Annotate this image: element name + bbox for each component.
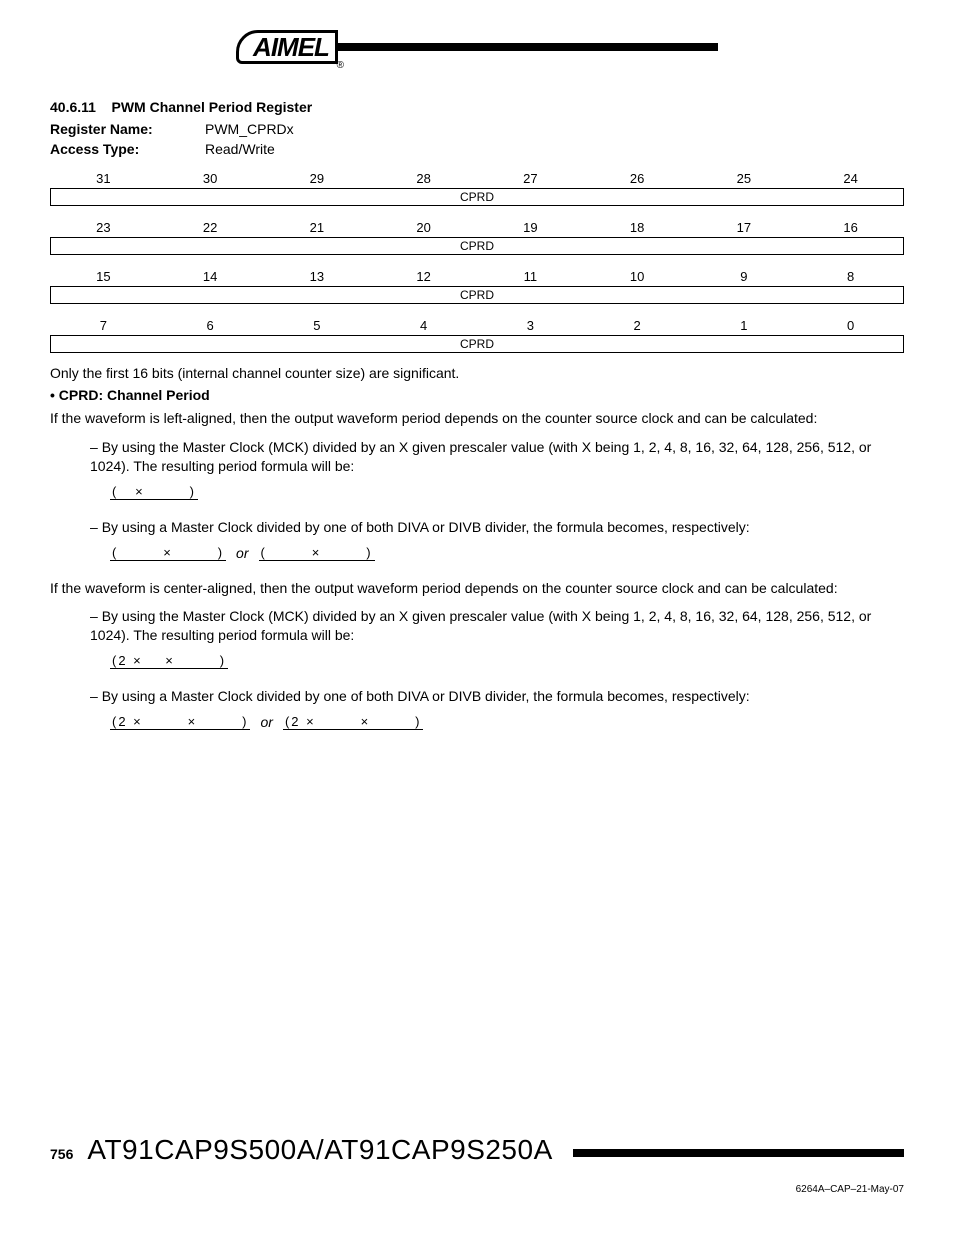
dash-item-1: By using the Master Clock (MCK) divided … xyxy=(90,438,904,476)
bit-number: 27 xyxy=(477,171,584,186)
bit-number: 29 xyxy=(264,171,371,186)
bit-number: 25 xyxy=(691,171,798,186)
formula-3-frac: (2 × × ) xyxy=(110,653,228,669)
bit-field-label: CPRD xyxy=(50,286,904,304)
bit-row: 2322212019181716 CPRD xyxy=(50,220,904,255)
bit-number: 30 xyxy=(157,171,264,186)
bit-row: 15141312111098 CPRD xyxy=(50,269,904,304)
document-id: 6264A–CAP–21-May-07 xyxy=(50,1184,904,1195)
formula-4a-frac: (2 × × ) xyxy=(110,714,250,730)
bit-number: 1 xyxy=(691,318,798,333)
bit-number: 16 xyxy=(797,220,904,235)
bit-numbers: 3130292827262524 xyxy=(50,171,904,186)
page-number: 756 xyxy=(50,1146,73,1162)
bit-number: 19 xyxy=(477,220,584,235)
field-heading: CPRD: Channel Period xyxy=(50,387,904,403)
field-title: Channel Period xyxy=(107,387,210,403)
bit-number: 20 xyxy=(370,220,477,235)
bit-number: 6 xyxy=(157,318,264,333)
bit-number: 31 xyxy=(50,171,157,186)
document-title: AT91CAP9S500A/AT91CAP9S250A xyxy=(87,1134,552,1166)
page-footer: 756 AT91CAP9S500A/AT91CAP9S250A 6264A–CA… xyxy=(50,1134,904,1195)
section-title: PWM Channel Period Register xyxy=(112,99,313,115)
atmel-logo: AIMEL ® xyxy=(236,30,338,64)
dash-item-4: By using a Master Clock divided by one o… xyxy=(90,687,904,706)
bit-number: 23 xyxy=(50,220,157,235)
bit-number: 18 xyxy=(584,220,691,235)
bit-number: 12 xyxy=(370,269,477,284)
section-number: 40.6.11 xyxy=(50,99,96,115)
formula-1-frac: ( × ) xyxy=(110,484,198,500)
bitfield-table: 3130292827262524CPRD2322212019181716CPRD… xyxy=(50,171,904,353)
bit-number: 4 xyxy=(370,318,477,333)
bit-number: 11 xyxy=(477,269,584,284)
bit-number: 24 xyxy=(797,171,904,186)
access-type-value: Read/Write xyxy=(205,141,275,157)
bit-number: 0 xyxy=(797,318,904,333)
significance-note: Only the first 16 bits (internal channel… xyxy=(50,365,904,381)
footer-rule xyxy=(573,1149,904,1157)
footer-top-row: 756 AT91CAP9S500A/AT91CAP9S250A xyxy=(50,1134,904,1166)
bit-number: 28 xyxy=(370,171,477,186)
access-type-row: Access Type: Read/Write xyxy=(50,141,904,157)
bit-number: 5 xyxy=(264,318,371,333)
bit-field-label: CPRD xyxy=(50,335,904,353)
formula-4b-frac: (2 × × ) xyxy=(283,714,423,730)
dash-item-2: By using a Master Clock divided by one o… xyxy=(90,518,904,537)
formula-3: (2 × × ) xyxy=(110,653,904,669)
or-label-1: or xyxy=(236,545,248,561)
dash-item-3: By using the Master Clock (MCK) divided … xyxy=(90,607,904,645)
bit-number: 10 xyxy=(584,269,691,284)
bit-number: 26 xyxy=(584,171,691,186)
formula-1: ( × ) xyxy=(110,484,904,500)
bit-numbers: 2322212019181716 xyxy=(50,220,904,235)
bit-number: 7 xyxy=(50,318,157,333)
header-logo-row: AIMEL ® xyxy=(50,30,904,64)
bit-numbers: 15141312111098 xyxy=(50,269,904,284)
bit-number: 8 xyxy=(797,269,904,284)
bit-number: 13 xyxy=(264,269,371,284)
bit-field-label: CPRD xyxy=(50,188,904,206)
bit-number: 9 xyxy=(691,269,798,284)
formula-2a-frac: ( × ) xyxy=(110,545,226,561)
formula-2: ( × ) or ( × ) xyxy=(110,545,904,561)
bit-field-label: CPRD xyxy=(50,237,904,255)
center-aligned-para: If the waveform is center-aligned, then … xyxy=(50,579,904,598)
bit-numbers: 76543210 xyxy=(50,318,904,333)
formula-2b-frac: ( × ) xyxy=(259,545,375,561)
logo-text: AIMEL xyxy=(253,32,329,62)
header-rule xyxy=(338,43,718,51)
register-name-value: PWM_CPRDx xyxy=(205,121,294,137)
left-aligned-para: If the waveform is left-aligned, then th… xyxy=(50,409,904,428)
registered-icon: ® xyxy=(337,61,343,71)
formula-4: (2 × × ) or (2 × × ) xyxy=(110,714,904,730)
bit-row: 76543210 CPRD xyxy=(50,318,904,353)
bit-number: 3 xyxy=(477,318,584,333)
bit-number: 15 xyxy=(50,269,157,284)
field-name: CPRD: xyxy=(59,387,103,403)
register-name-label: Register Name: xyxy=(50,121,205,137)
bit-number: 14 xyxy=(157,269,264,284)
bit-number: 21 xyxy=(264,220,371,235)
register-name-row: Register Name: PWM_CPRDx xyxy=(50,121,904,137)
bit-row: 3130292827262524 CPRD xyxy=(50,171,904,206)
section-heading: 40.6.11 PWM Channel Period Register xyxy=(50,99,904,115)
bit-number: 17 xyxy=(691,220,798,235)
bit-number: 2 xyxy=(584,318,691,333)
access-type-label: Access Type: xyxy=(50,141,205,157)
bit-number: 22 xyxy=(157,220,264,235)
or-label-2: or xyxy=(260,714,272,730)
